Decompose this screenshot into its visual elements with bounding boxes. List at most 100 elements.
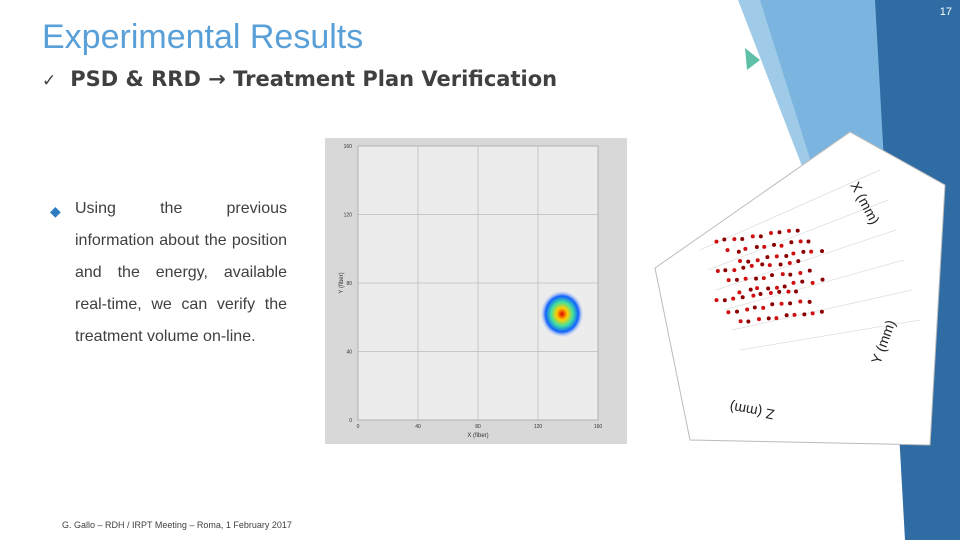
dot: [784, 313, 789, 318]
dot: [749, 263, 754, 268]
grid-line: [707, 199, 889, 271]
dot: [743, 246, 748, 251]
dot: [820, 277, 825, 282]
subtitle: ✓ PSD & RRD → Treatment Plan Verification: [42, 67, 558, 91]
dot: [761, 305, 766, 310]
x-tick-label: 80: [475, 424, 481, 430]
dot: [810, 311, 815, 316]
dot: [770, 273, 775, 278]
dot: [756, 317, 761, 322]
dot: [777, 230, 782, 235]
dot: [765, 255, 770, 260]
subtitle-text: PSD & RRD → Treatment Plan Verification: [70, 67, 558, 91]
dot: [754, 276, 759, 281]
dot: [792, 312, 797, 317]
x-tick-label: 160: [594, 424, 603, 430]
dot: [787, 228, 792, 233]
dot: [766, 286, 771, 291]
dot: [762, 244, 767, 249]
dot: [795, 228, 800, 233]
grid-line: [739, 319, 921, 351]
dot: [761, 276, 766, 281]
dot: [740, 295, 745, 300]
dot: [740, 237, 745, 242]
dot: [748, 287, 753, 292]
bullet: Using the previous information about the…: [75, 200, 287, 345]
x-tick-label: 0: [357, 424, 360, 430]
dot: [774, 316, 779, 321]
dot: [768, 291, 773, 296]
dot: [766, 316, 771, 321]
dot: [732, 268, 737, 273]
x-tick-label: 120: [534, 424, 543, 430]
dot: [810, 280, 815, 285]
grid-line: [699, 169, 881, 251]
dot: [751, 293, 756, 298]
dot: [745, 307, 750, 312]
y-axis-label: Y (fiber): [339, 272, 345, 293]
dot: [772, 242, 777, 247]
dot: [796, 259, 801, 264]
dot: [802, 312, 807, 317]
y-tick-label: 80: [346, 281, 352, 287]
dot: [736, 249, 741, 254]
dot: [779, 301, 784, 306]
title: Experimental Results: [42, 18, 364, 56]
dot: [806, 239, 811, 244]
dot: [788, 272, 793, 277]
dot: [738, 259, 743, 264]
dot: [798, 239, 803, 244]
dot: [778, 262, 783, 267]
y-tick-label: 160: [344, 144, 353, 150]
dot: [737, 290, 742, 295]
grid-line: [723, 259, 905, 311]
dot: [723, 268, 728, 273]
dot: [714, 298, 719, 303]
dot: [732, 237, 737, 242]
dot: [794, 289, 799, 294]
dot: [758, 292, 763, 297]
dot: [746, 319, 751, 324]
dot: [726, 278, 731, 283]
dot: [820, 249, 825, 254]
dot: [741, 265, 746, 270]
y-tick-label: 0: [349, 418, 352, 424]
dot: [750, 234, 755, 239]
dot: [758, 234, 763, 239]
dot: [791, 280, 796, 285]
dot: [798, 299, 803, 304]
y-tick-label: 40: [346, 350, 352, 356]
plot-3d: X (mm)Y (mm)Z (mm): [654, 131, 946, 446]
decor: [745, 48, 760, 70]
dot: [726, 310, 731, 315]
dot: [743, 276, 748, 281]
dot: [800, 279, 805, 284]
footer: G. Gallo – RDH / IRPT Meeting – Roma, 1 …: [62, 520, 292, 530]
dot: [809, 249, 814, 254]
dot: [767, 263, 772, 268]
dot: [714, 239, 719, 244]
dot: [768, 231, 773, 236]
slide-number: 17: [939, 6, 952, 18]
dot: [735, 309, 740, 314]
bullet-icon: ◆: [50, 203, 61, 219]
dot: [819, 309, 824, 314]
dot: [807, 299, 812, 304]
dot: [791, 251, 796, 256]
dot: [722, 298, 727, 303]
dot: [734, 277, 739, 282]
x-tick-label: 40: [415, 424, 421, 430]
dot: [777, 289, 782, 294]
x-axis-label: X (fiber): [467, 433, 488, 439]
dot: [722, 237, 727, 242]
dot: [780, 272, 785, 277]
axis-label: Z (mm): [728, 399, 775, 423]
dot: [754, 244, 759, 249]
dot: [738, 319, 743, 324]
dot: [755, 258, 760, 263]
dot: [789, 240, 794, 245]
plot-3d-frame: [654, 131, 946, 446]
dot: [787, 260, 792, 265]
dot: [774, 254, 779, 259]
